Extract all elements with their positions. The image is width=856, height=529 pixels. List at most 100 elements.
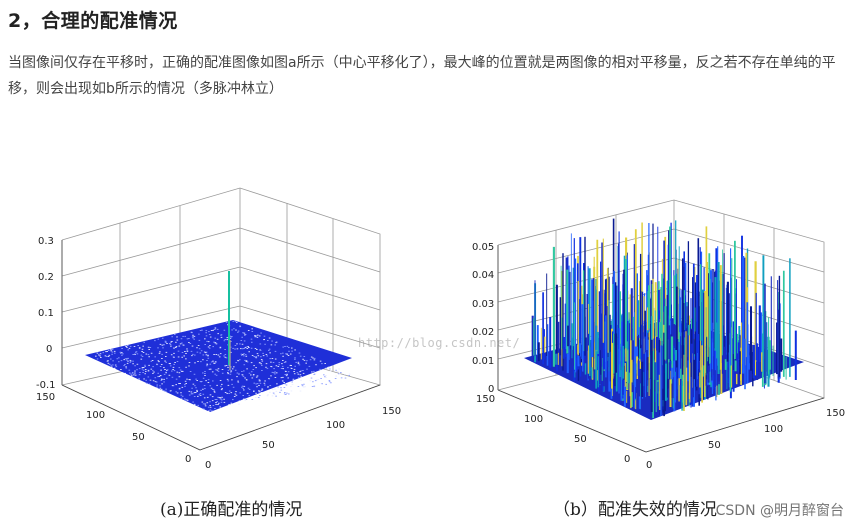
plot-a-surface-noise: [211, 410, 213, 412]
plot-a-surface-noise: [271, 395, 274, 397]
plot-a-surface-noise: [209, 405, 211, 406]
plot-a-surface-noise: [184, 383, 186, 385]
plot-a-surface-noise: [220, 398, 222, 400]
plot-a-surface-noise: [230, 402, 233, 404]
plot-a-surface-noise: [261, 364, 263, 366]
plot-a-surface-noise: [125, 366, 127, 368]
plot-a-surface-noise: [261, 370, 263, 371]
plot-a-surface-noise: [259, 390, 262, 392]
plot-a-surface-noise: [294, 357, 296, 359]
plot-a-surface-noise: [312, 357, 314, 359]
plot-a-surface-noise: [255, 392, 257, 394]
plot-a-surface-noise: [221, 399, 223, 401]
plot-a-surface-noise: [171, 370, 173, 372]
plot-a-surface-noise: [169, 390, 172, 392]
plot-a-surface-noise: [303, 359, 306, 361]
plot-a-surface-noise: [284, 383, 286, 385]
plot-b-x-tick: 150: [826, 408, 845, 419]
plot-a-surface-noise: [207, 382, 210, 383]
plot-a-surface-noise: [196, 380, 198, 381]
plot-a-surface-noise: [174, 362, 176, 363]
plot-a-surface-noise: [181, 386, 184, 388]
plot-a-surface-noise: [111, 351, 114, 353]
plot-b-z-tick: 0.03: [472, 299, 494, 310]
plot-a-surface-noise: [196, 391, 198, 392]
plot-a-surface-noise: [284, 374, 287, 375]
plot-a-surface-noise: [236, 376, 238, 378]
plot-a-surface-noise: [241, 343, 244, 345]
plot-b-y-tick: 50: [574, 434, 587, 445]
plot-a-surface-noise: [324, 376, 326, 378]
plot-a-surface-noise: [203, 351, 206, 353]
plot-a-surface-noise: [191, 393, 193, 395]
plot-a-surface-noise: [175, 391, 177, 393]
plot-a-surface-noise: [147, 370, 150, 372]
plot-a-surface-noise: [214, 327, 217, 328]
plot-a-surface-noise: [241, 348, 244, 350]
plot-a-surface-noise: [290, 386, 292, 388]
plot-a-surface-noise: [138, 368, 141, 370]
plot-a-z-tick: -0.1: [36, 380, 56, 391]
plot-a-surface-noise: [283, 362, 286, 363]
plot-a-surface-noise: [291, 347, 293, 349]
plot-a-surface-noise: [251, 328, 253, 330]
plot-a-surface-noise: [290, 368, 293, 369]
plot-b-x-tick: 0: [646, 460, 652, 471]
plot-a-surface-noise: [206, 396, 209, 398]
plot-a-surface-noise: [160, 388, 163, 390]
plot-a-surface-noise: [193, 338, 195, 340]
plot-a-surface-noise: [217, 333, 219, 335]
plot-a-surface-noise: [209, 409, 212, 411]
plot-a-surface-noise: [191, 393, 194, 395]
plot-a-surface-noise: [190, 391, 193, 393]
plot-a-surface-noise: [159, 343, 162, 345]
plot-a-surface-noise: [168, 374, 171, 376]
plot-a-surface-noise: [237, 330, 240, 332]
plot-a-surface-noise: [202, 354, 205, 356]
plot-a-surface-noise: [302, 386, 305, 388]
plot-a-surface-noise: [259, 395, 261, 396]
plot-a-surface-noise: [163, 367, 165, 369]
plot-a-surface-noise: [200, 361, 202, 363]
plot-a-surface-noise: [134, 365, 136, 367]
plot-a-surface-noise: [299, 355, 302, 357]
plot-a-surface-noise: [243, 398, 245, 400]
plot-a-surface-noise: [253, 390, 255, 392]
plot-a-surface-noise: [241, 385, 244, 387]
plot-a-surface-noise: [164, 340, 167, 342]
plot-a-surface-noise: [325, 367, 327, 369]
plot-a-surface-noise: [128, 369, 131, 371]
plot-a-surface-noise: [278, 362, 281, 364]
plot-a-surface-noise: [223, 355, 225, 357]
plot-a-surface-noise: [199, 330, 202, 331]
plot-a-surface-noise: [280, 377, 283, 379]
plot-a-surface-noise: [241, 354, 243, 356]
plot-a-surface-noise: [232, 347, 234, 349]
plot-a-surface-noise: [217, 404, 219, 405]
plot-a-surface-noise: [122, 353, 124, 355]
plot-b-y-tick: 0: [624, 454, 630, 465]
plot-a-surface-noise: [218, 356, 221, 358]
plot-a-surface-noise: [219, 380, 222, 381]
plot-a-surface-noise: [210, 387, 213, 389]
plot-a-surface-noise: [213, 390, 216, 392]
plot-a-surface-noise: [213, 354, 215, 355]
watermark-csdn: CSDN @明月醉窗台: [715, 503, 844, 519]
plot-a-surface-noise: [204, 403, 207, 405]
plot-a-surface-noise: [239, 326, 242, 328]
plot-a-surface-noise: [163, 390, 165, 392]
plot-a-surface-noise: [124, 358, 127, 360]
plot-a-surface-noise: [196, 351, 199, 353]
plot-a-surface-noise: [114, 364, 117, 366]
plot-a-surface-noise: [214, 328, 217, 330]
plot-a-surface-noise: [220, 336, 223, 338]
plot-a-surface-noise: [208, 331, 210, 333]
plot-a-surface-noise: [237, 331, 239, 333]
plot-a-surface-noise: [297, 363, 300, 364]
plot-a-surface-noise: [308, 365, 311, 367]
plot-a-surface-noise: [256, 383, 259, 385]
plot-a-surface-noise: [214, 337, 216, 339]
plot-a-surface-noise: [301, 385, 304, 387]
plot-a-surface-noise: [196, 347, 198, 349]
plot-a-x-tick: 150: [382, 406, 401, 417]
